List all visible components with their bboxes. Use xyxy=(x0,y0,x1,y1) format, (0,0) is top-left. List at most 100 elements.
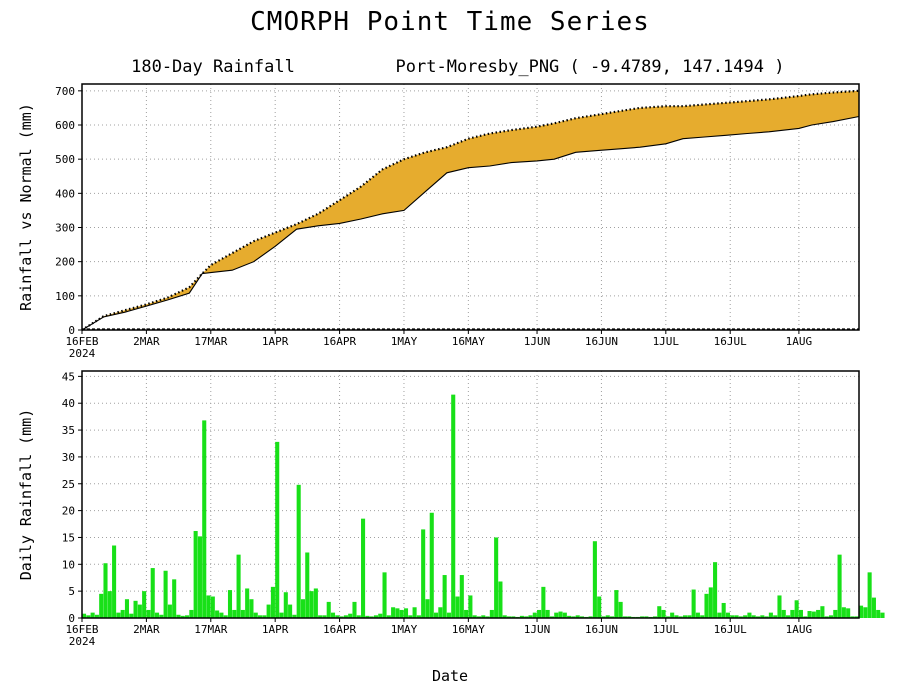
subtitle-period: 180-Day Rainfall xyxy=(131,57,295,77)
daily-rain-bar xyxy=(622,616,627,618)
daily-rain-bar xyxy=(309,591,314,618)
daily-rain-bar xyxy=(738,616,743,618)
x-tick-label: 16MAY xyxy=(452,623,485,636)
daily-rain-bar xyxy=(163,570,168,618)
daily-rain-bar xyxy=(330,612,336,618)
x-tick-year: 2024 xyxy=(69,347,96,360)
bottom-y-axis: 0 5 10 15 20 25 30 35 40 45 xyxy=(62,370,82,625)
daily-rain-bar xyxy=(837,554,842,618)
daily-rain-bar xyxy=(326,601,331,618)
daily-rain-bar xyxy=(124,599,130,618)
daily-rain-bar xyxy=(322,615,327,618)
daily-rain-bar xyxy=(614,590,619,618)
y-tick-label: 0 xyxy=(68,612,75,625)
y-tick-label: 10 xyxy=(62,558,75,571)
daily-rain-bar xyxy=(365,615,370,618)
daily-rain-bar xyxy=(605,615,610,618)
daily-rain-bar xyxy=(283,592,288,618)
daily-rain-bar xyxy=(747,612,752,618)
daily-rain-bar xyxy=(549,616,554,618)
daily-rain-bar xyxy=(94,614,99,618)
daily-rain-bar xyxy=(356,615,361,618)
y-tick-label: 100 xyxy=(55,290,75,303)
daily-rain-bar xyxy=(193,531,198,618)
daily-rain-bar xyxy=(876,609,881,618)
y-tick-label: 400 xyxy=(55,187,75,200)
cumulative-rainfall-chart: 0 100 200 300 400 500 600 700 16FEB 2MAR 17MAR 1AP… xyxy=(17,83,860,360)
daily-rain-bar xyxy=(846,608,851,618)
top-plot-frame xyxy=(81,83,860,331)
daily-rain-bar xyxy=(292,614,297,618)
daily-rain-bar xyxy=(807,611,812,618)
daily-rain-bar xyxy=(300,599,306,618)
daily-rain-bar xyxy=(176,614,181,618)
daily-rain-bar xyxy=(434,612,439,618)
daily-rain-bar xyxy=(691,589,696,618)
daily-rain-bar xyxy=(786,615,791,618)
daily-rain-bar xyxy=(86,615,91,618)
daily-rain-bar xyxy=(412,607,417,618)
daily-rain-bar xyxy=(335,615,340,618)
daily-rain-bar xyxy=(532,612,537,618)
daily-rain-bar xyxy=(597,596,602,618)
x-tick-label: 16JUN xyxy=(585,335,618,348)
daily-rain-bar xyxy=(816,609,821,618)
y-tick-label: 30 xyxy=(62,451,75,464)
daily-rain-bar xyxy=(369,616,374,618)
daily-rain-bar xyxy=(296,484,301,618)
daily-rain-bar xyxy=(438,607,443,618)
daily-bars xyxy=(82,394,885,618)
daily-rain-bar xyxy=(678,616,683,618)
daily-rain-bar xyxy=(567,615,572,618)
daily-rain-bar xyxy=(833,609,838,618)
deficit-area xyxy=(82,90,859,330)
daily-rain-bar xyxy=(764,616,769,618)
daily-rainfall-chart: 0 5 10 15 20 25 30 35 40 45 16FEB 2MAR 17MAR 1APR 16A… xyxy=(17,370,885,648)
x-tick-label: 16APR xyxy=(323,335,356,348)
daily-rain-bar xyxy=(82,613,87,618)
daily-rain-bar xyxy=(575,615,580,618)
daily-rain-bar xyxy=(343,615,348,618)
daily-rain-bar xyxy=(258,615,263,618)
x-tick-label: 16FEB xyxy=(65,335,98,348)
daily-rain-bar xyxy=(279,612,284,618)
y-tick-label: 700 xyxy=(55,85,75,98)
daily-rain-bar xyxy=(275,441,280,618)
daily-rain-bar xyxy=(476,616,482,618)
daily-rain-bar xyxy=(781,609,786,618)
top-y-axis: 0 100 200 300 400 500 600 700 xyxy=(55,85,82,337)
daily-rain-bar xyxy=(150,568,155,618)
daily-rain-bar xyxy=(494,537,499,618)
daily-rain-bar xyxy=(811,611,816,618)
daily-rain-bar xyxy=(236,554,241,618)
daily-rain-bar xyxy=(352,601,357,618)
daily-rain-bar xyxy=(451,394,456,618)
daily-rain-bar xyxy=(90,612,95,618)
daily-rain-bar xyxy=(348,613,353,618)
figure-title: CMORPH Point Time Series xyxy=(250,7,650,37)
daily-rain-bar xyxy=(429,512,434,618)
daily-rain-bar xyxy=(339,616,344,618)
y-tick-label: 300 xyxy=(55,222,75,235)
y-tick-label: 15 xyxy=(62,531,75,544)
x-tick-label: 1JUN xyxy=(524,335,551,348)
y-tick-label: 200 xyxy=(55,256,75,269)
daily-rain-bar xyxy=(541,586,546,618)
daily-rain-bar xyxy=(189,609,194,618)
y-tick-label: 600 xyxy=(55,119,75,132)
daily-rain-bar xyxy=(185,615,190,618)
daily-rain-bar xyxy=(172,579,177,618)
daily-rain-bar xyxy=(734,615,739,618)
daily-rain-bar xyxy=(270,586,275,618)
x-tick-label: 1JUN xyxy=(524,623,551,636)
x-tick-label: 2MAR xyxy=(133,623,160,636)
daily-rain-bar xyxy=(519,615,524,618)
daily-rain-bar xyxy=(202,420,207,618)
daily-rain-bar xyxy=(395,608,400,618)
daily-rain-bar xyxy=(704,593,709,618)
daily-rain-bar xyxy=(768,612,773,618)
daily-rain-bar xyxy=(579,616,585,618)
top-y-axis-label: Rainfall vs Normal (mm) xyxy=(17,103,35,311)
y-tick-label: 45 xyxy=(62,370,75,383)
daily-rain-bar xyxy=(506,616,512,618)
